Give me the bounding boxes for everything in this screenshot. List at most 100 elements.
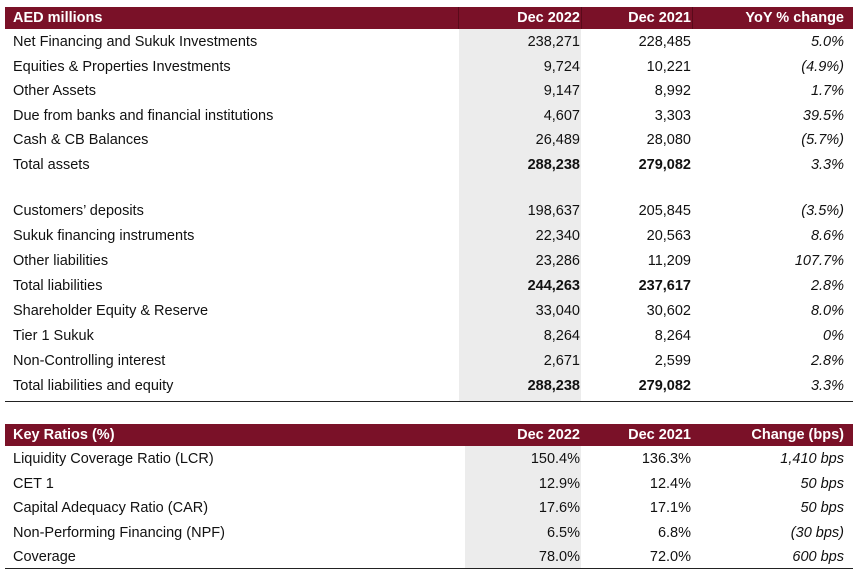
- row-label: CET 1: [13, 475, 54, 492]
- value-change: 1.7%: [810, 83, 844, 100]
- value-dec-2022: 2,671: [543, 353, 580, 370]
- table-row: Total liabilities and equity 288,238 279,0…: [5, 374, 853, 399]
- value-dec-2021: 11,209: [647, 252, 691, 269]
- table-row: Due from banks and financial institution…: [5, 104, 853, 129]
- value-dec-2021: 28,080: [646, 132, 691, 149]
- value-dec-2021: 20,563: [646, 227, 691, 244]
- header-divider: [581, 7, 582, 29]
- row-label: Non-Performing Financing (NPF): [13, 524, 225, 541]
- value-dec-2022: 244,263: [527, 277, 580, 294]
- value-change: 600 bps: [792, 549, 844, 566]
- value-change: 50 bps: [800, 500, 844, 517]
- value-dec-2022: 198,637: [527, 202, 580, 219]
- value-dec-2022: 9,147: [543, 83, 580, 100]
- value-dec-2022: 33,040: [535, 303, 580, 320]
- table-row: Tier 1 Sukuk 8,264 8,264 0%: [5, 324, 853, 349]
- value-dec-2022: 22,340: [535, 227, 580, 244]
- table-row: Total assets 288,238 279,082 3.3%: [5, 153, 853, 178]
- value-dec-2022: 12.9%: [538, 475, 580, 492]
- value-change: 5.0%: [810, 34, 844, 51]
- table-row: Cash & CB Balances 26,489 28,080 (5.7%): [5, 128, 853, 153]
- row-label: Shareholder Equity & Reserve: [13, 303, 209, 320]
- value-dec-2021: 6.8%: [657, 524, 691, 541]
- header-divider: [458, 7, 459, 29]
- table-row: Liquidity Coverage Ratio (LCR) 150.4% 136.…: [5, 447, 853, 472]
- value-dec-2021: 237,617: [638, 277, 691, 294]
- table-row: Other Assets 9,147 8,992 1.7%: [5, 79, 853, 104]
- value-change: 2.8%: [810, 277, 844, 294]
- table-row: Shareholder Equity & Reserve 33,040 30,602…: [5, 299, 853, 324]
- balance-sheet-header: AED millions Dec 2022 Dec 2021 YoY % cha…: [5, 7, 853, 29]
- table-row: Sukuk financing instruments 22,340 20,563 8…: [5, 224, 853, 249]
- value-change: 0%: [823, 328, 844, 345]
- table-bottom-border: [5, 401, 853, 402]
- row-label: Customers’ deposits: [13, 202, 144, 219]
- header-label: AED millions: [13, 10, 103, 26]
- value-dec-2022: 238,271: [527, 34, 580, 51]
- row-label: Other Assets: [13, 83, 97, 100]
- row-label: Equities & Properties Investments: [13, 58, 231, 75]
- table-row: Total liabilities 244,263 237,617 2.8%: [5, 274, 853, 299]
- value-dec-2022: 17.6%: [538, 500, 580, 517]
- value-change: 3.3%: [810, 156, 844, 173]
- row-label: Capital Adequacy Ratio (CAR): [13, 500, 209, 517]
- value-change: (30 bps): [790, 524, 844, 541]
- table-row: Customers’ deposits 198,637 205,845 (3.5%): [5, 199, 853, 224]
- value-dec-2021: 8,992: [654, 83, 691, 100]
- value-change: (3.5%): [801, 202, 844, 219]
- value-change: 2.8%: [810, 353, 844, 370]
- value-dec-2022: 26,489: [535, 132, 580, 149]
- value-dec-2021: 30,602: [646, 303, 691, 320]
- value-change: 8.0%: [810, 303, 844, 320]
- value-dec-2022: 9,724: [543, 58, 580, 75]
- value-dec-2022: 4,607: [543, 107, 580, 124]
- value-dec-2021: 2,599: [654, 353, 691, 370]
- row-label: Other liabilities: [13, 252, 109, 269]
- value-dec-2021: 10,221: [646, 58, 691, 75]
- value-change: (5.7%): [801, 132, 844, 149]
- dec-2022-column-shade: [459, 29, 581, 401]
- value-dec-2022: 78.0%: [538, 549, 580, 566]
- value-change: (4.9%): [801, 58, 844, 75]
- table-row: Net Financing and Sukuk Investments 238,2…: [5, 30, 853, 55]
- header-dec-2021: Dec 2021: [628, 427, 691, 443]
- balance-sheet-table: AED millions Dec 2022 Dec 2021 YoY % cha…: [5, 7, 853, 403]
- row-label: Tier 1 Sukuk: [13, 328, 94, 345]
- header-dec-2022: Dec 2022: [517, 427, 580, 443]
- table-bottom-border: [5, 568, 853, 569]
- value-dec-2021: 136.3%: [641, 451, 691, 468]
- value-dec-2021: 12.4%: [649, 475, 691, 492]
- value-change: 3.3%: [810, 378, 844, 395]
- value-change: 50 bps: [800, 475, 844, 492]
- header-change-bps: Change (bps): [751, 427, 844, 443]
- value-change: 107.7%: [794, 252, 844, 269]
- table-row: CET 1 12.9% 12.4% 50 bps: [5, 472, 853, 497]
- dec-2022-column-shade: [465, 446, 581, 568]
- key-ratios-table: Key Ratios (%) Dec 2022 Dec 2021 Change …: [5, 424, 853, 570]
- row-label: Due from banks and financial institution…: [13, 107, 274, 124]
- value-change: 39.5%: [802, 107, 844, 124]
- value-dec-2021: 3,303: [654, 107, 691, 124]
- value-dec-2021: 279,082: [638, 156, 691, 173]
- header-dec-2022: Dec 2022: [517, 10, 580, 26]
- table-row: Equities & Properties Investments 9,724 10…: [5, 55, 853, 80]
- header-yoy-change: YoY % change: [745, 10, 844, 26]
- value-dec-2022: 23,286: [535, 252, 580, 269]
- value-dec-2021: 8,264: [654, 328, 691, 345]
- row-label: Coverage: [13, 549, 76, 566]
- row-label: Total assets: [13, 156, 90, 173]
- value-dec-2021: 205,845: [638, 202, 691, 219]
- value-dec-2022: 8,264: [543, 328, 580, 345]
- header-label: Key Ratios (%): [13, 427, 115, 443]
- table-row: Non-Controlling interest 2,671 2,599 2.8%: [5, 349, 853, 374]
- row-label: Cash & CB Balances: [13, 132, 149, 149]
- value-dec-2022: 150.4%: [530, 451, 580, 468]
- header-divider: [692, 7, 693, 29]
- row-label: Sukuk financing instruments: [13, 227, 195, 244]
- value-change: 8.6%: [810, 227, 844, 244]
- value-dec-2022: 6.5%: [546, 524, 580, 541]
- row-label: Non-Controlling interest: [13, 353, 166, 370]
- row-label: Total liabilities: [13, 277, 103, 294]
- value-dec-2021: 228,485: [638, 34, 691, 51]
- table-row: Other liabilities 23,286 11,209 107.7%: [5, 249, 853, 274]
